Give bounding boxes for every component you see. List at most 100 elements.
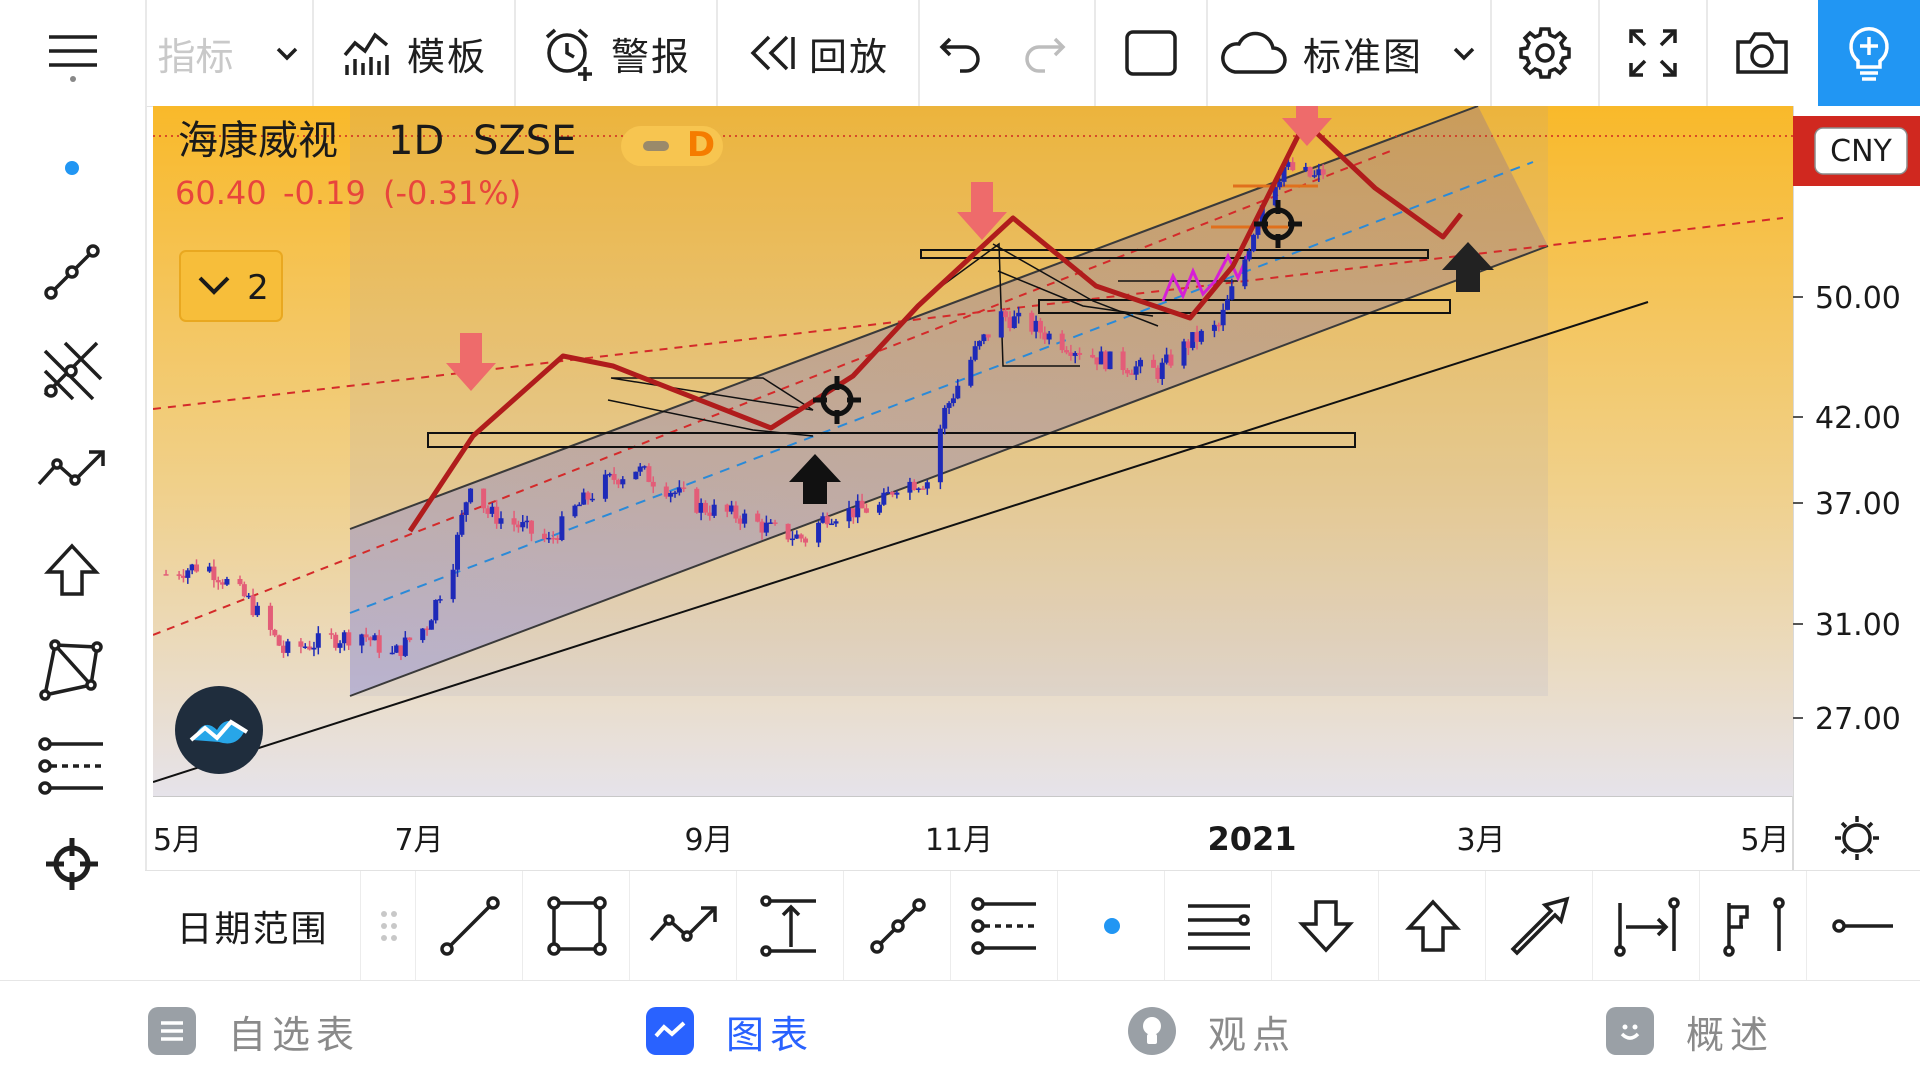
- candle-body: [176, 574, 182, 576]
- arrow-tool-button[interactable]: [1485, 871, 1593, 981]
- candle-body: [359, 634, 365, 646]
- candle-body: [798, 534, 804, 539]
- candle-body: [394, 645, 400, 653]
- candle-body: [885, 492, 891, 494]
- date-range-button[interactable]: 日期范围: [145, 871, 360, 981]
- candle-body: [633, 471, 639, 480]
- indicators-button[interactable]: 指标: [147, 0, 312, 106]
- pitchfork-icon: [43, 341, 103, 401]
- data-badge: D: [687, 125, 715, 165]
- separator: [1706, 0, 1708, 106]
- snapshot-button[interactable]: [1708, 0, 1816, 106]
- price-scale[interactable]: CNY 50.00 42.00 37.00 31.00 27.00: [1793, 106, 1920, 796]
- candle-body: [1046, 333, 1052, 340]
- path-tool-button[interactable]: [30, 428, 114, 512]
- candle-body: [572, 505, 578, 517]
- candle-body: [428, 620, 434, 630]
- candle-body: [794, 534, 800, 539]
- left-drawing-toolbar: [0, 106, 147, 976]
- nav-chart[interactable]: 图表: [646, 981, 814, 1081]
- candle-body: [1120, 351, 1126, 371]
- undo-button[interactable]: [920, 0, 1000, 106]
- candle-body: [555, 538, 561, 540]
- fib-tool-button[interactable]: [950, 871, 1058, 981]
- arrow-down-button[interactable]: [1271, 871, 1379, 981]
- candle-body: [668, 492, 674, 497]
- candle-body: [224, 579, 230, 585]
- path-tool-button[interactable]: [629, 871, 737, 981]
- channel-upper-line: [349, 106, 1479, 530]
- pitchfork-tool-button[interactable]: [30, 328, 114, 412]
- time-axis[interactable]: 5月 7月 9月 11月 2021 3月 5月: [153, 796, 1920, 876]
- crosshair-tool-button[interactable]: [30, 822, 114, 906]
- trend-line-tool-button[interactable]: [30, 230, 114, 314]
- arrow-up-button[interactable]: [1378, 871, 1486, 981]
- candle-body: [520, 522, 526, 528]
- candle-body: [550, 537, 556, 540]
- candle-body: [328, 633, 334, 635]
- trend-line-button[interactable]: [415, 871, 523, 981]
- menu-button[interactable]: [0, 0, 145, 106]
- arrow-up-tool-button[interactable]: [30, 528, 114, 612]
- date-range-tool-button[interactable]: [1592, 871, 1700, 981]
- fullscreen-button[interactable]: [1600, 0, 1706, 106]
- price-chart[interactable]: 海康威视 1D SZSE D 60.40 -0.19 (-0.31%) 2: [153, 106, 1793, 796]
- candle-body: [389, 652, 395, 655]
- legend-collapse-button[interactable]: 2: [179, 250, 283, 322]
- time-tick-label: 2021: [1207, 820, 1296, 858]
- chart-settings-button[interactable]: [1835, 816, 1879, 860]
- sun-settings-icon: [1842, 823, 1872, 853]
- pattern-tool-button[interactable]: [30, 628, 114, 712]
- nav-overview[interactable]: 概述: [1606, 981, 1774, 1081]
- horizontal-ray-button[interactable]: [1806, 871, 1920, 981]
- replay-button[interactable]: 回放: [718, 0, 918, 106]
- candle-body: [346, 632, 352, 646]
- candle-body: [481, 488, 487, 509]
- candle-body: [515, 524, 521, 528]
- dot-tool-button[interactable]: [1057, 871, 1165, 981]
- candle-body: [185, 570, 191, 578]
- camera-icon: [1736, 32, 1788, 74]
- alert-button[interactable]: 警报: [516, 0, 716, 106]
- candle-body: [298, 641, 304, 647]
- horizontal-lines-button[interactable]: [1164, 871, 1272, 981]
- candle-body: [1259, 205, 1265, 223]
- dot-tool-button[interactable]: [30, 126, 114, 210]
- candle-body: [855, 500, 861, 518]
- candle-body: [1290, 162, 1296, 171]
- candle-body: [455, 534, 461, 570]
- nav-watchlist[interactable]: 自选表: [148, 981, 360, 1081]
- settings-button[interactable]: [1492, 0, 1598, 106]
- currency-badge[interactable]: [1814, 127, 1908, 175]
- candle-body: [955, 385, 961, 399]
- candle-body: [924, 482, 930, 489]
- layout-button[interactable]: [1096, 0, 1206, 106]
- collapsed-indicator-count: 2: [247, 268, 269, 308]
- drag-handle[interactable]: [360, 871, 416, 981]
- rectangle-tool-button[interactable]: [522, 871, 630, 981]
- candle-body: [637, 466, 643, 472]
- candle-body: [1059, 333, 1065, 351]
- nav-ideas[interactable]: 观点: [1128, 981, 1296, 1081]
- fib-retracement-icon: [970, 897, 1036, 955]
- ideas-button[interactable]: [1818, 0, 1920, 106]
- channel-mid-line: [349, 161, 1534, 614]
- nav-chart-label: 图表: [726, 1012, 815, 1057]
- candle-body: [511, 518, 517, 525]
- template-button[interactable]: 模板: [314, 0, 514, 106]
- fib-tool-button[interactable]: [30, 724, 114, 808]
- trend-line-tool-button[interactable]: [843, 871, 951, 981]
- candle-body: [890, 492, 896, 495]
- chart-type-button[interactable]: 标准图: [1208, 0, 1490, 106]
- redo-button[interactable]: [1000, 0, 1090, 106]
- date-price-range-button[interactable]: [1699, 871, 1807, 981]
- candle-body: [267, 605, 273, 630]
- candle-body: [789, 538, 795, 541]
- candle-body: [285, 641, 291, 653]
- price-range-button[interactable]: [736, 871, 844, 981]
- candle-body: [829, 523, 835, 526]
- brand-logo[interactable]: [175, 686, 263, 774]
- candle-body: [1316, 169, 1322, 176]
- wave-projection: [1161, 252, 1250, 302]
- rewind-icon: [750, 35, 795, 71]
